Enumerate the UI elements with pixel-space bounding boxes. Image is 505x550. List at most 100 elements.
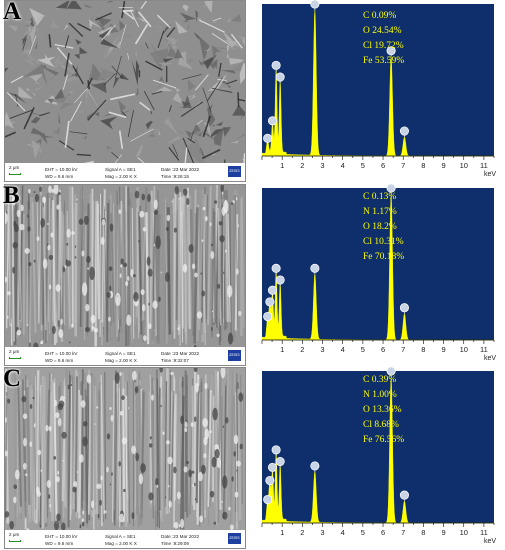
x-tick-label: 3 [320,528,324,537]
x-tick-label: 1 [280,161,284,170]
peak-marker [263,494,273,505]
x-tick-label: 2 [300,345,304,354]
peak-marker [399,490,409,500]
peak-marker [399,303,409,313]
x-tick-label: 8 [421,528,425,537]
peak-marker [263,311,273,322]
peak-marker [271,60,281,70]
x-tick-label: 4 [341,345,345,354]
x-tick-label: 4 [341,528,345,537]
sem-image-a [5,1,245,163]
peak-marker [271,263,281,273]
x-axis-unit: keV [484,171,496,178]
peak-marker [310,461,320,471]
x-tick-label: 5 [361,345,365,354]
peak-marker [386,367,396,376]
eht-readout: EHT = 10.00 kV [45,167,78,172]
peak-marker [265,297,275,307]
eht-readout: EHT = 10.00 kV [45,351,78,356]
eds-spectrum-a: 1 2 3 4 5 6 7 8 9 10 11 keV [258,0,502,182]
composition-item: Fe 70.18% [363,252,405,262]
x-axis-unit: keV [484,355,496,362]
scale-bar [9,173,21,175]
x-tick-label: 6 [381,528,385,537]
x-tick-label: 2 [300,528,304,537]
x-tick-label: 4 [341,161,345,170]
x-axis-unit: keV [484,538,496,545]
x-tick-label: 7 [401,345,405,354]
panel-label-c: C [3,365,22,392]
date-readout: Date :23 Mar 2022 [161,534,200,539]
signal-readout: Signal A = SE1 [105,167,136,172]
composition-item: O 24.54% [363,26,402,36]
x-tick-label: 7 [401,528,405,537]
zeiss-logo: ZEISS [228,350,241,361]
x-tick-label: 8 [421,345,425,354]
scale-bar-label: 2 μm [9,349,20,354]
eht-readout: EHT = 10.00 kV [45,534,78,539]
peak-marker [310,0,320,9]
x-tick-label: 5 [361,528,365,537]
composition-item: Cl 19.72% [363,41,404,51]
wd-readout: WD = 9.6 mm [45,541,74,546]
peak-marker [265,475,275,486]
time-readout: Time :9:32:07 [161,358,189,363]
sem-image-b [5,185,245,347]
composition-list-c: C 0.39% N 1.00% O 13.36% Cl 8.68% Fe 76.… [363,373,404,448]
scale-bar [9,357,21,359]
x-tick-label: 1 [280,528,284,537]
sem-info-bar-c: 2 μm EHT = 10.00 kV WD = 9.6 mm Signal A… [5,530,245,548]
x-tick-label: 11 [480,528,488,537]
panel-label-b: B [3,182,20,209]
signal-readout: Signal A = SE1 [105,534,136,539]
x-tick-label: 6 [381,345,385,354]
wd-readout: WD = 9.6 mm [45,174,74,179]
signal-readout: Signal A = SE1 [105,351,136,356]
spectrum-plot-area [262,371,494,523]
composition-item: C 0.39% [363,375,397,385]
sem-image-c [5,368,245,530]
x-tick-label: 9 [441,528,445,537]
composition-item: Fe 76.56% [363,435,405,445]
panel-label-a: A [3,0,22,25]
time-readout: Time :9:29:09 [161,541,189,546]
peak-marker [310,263,320,273]
composition-item: C 0.13% [363,192,397,202]
eds-spectrum-b: 1 2 3 4 5 6 7 8 9 10 11 keV [258,184,502,366]
composition-list-b: C 0.13% N 1.17% O 18.2% Cl 10.31% Fe 70.… [363,190,404,265]
date-readout: Date :23 Mar 2022 [161,351,200,356]
peak-marker [386,184,396,193]
x-tick-label: 10 [460,161,468,170]
time-readout: Time :9:26:15 [161,174,189,179]
zeiss-logo: ZEISS [228,166,241,177]
mag-readout: Mag = 2.00 K X [105,541,137,546]
peak-marker [267,285,278,295]
date-readout: Date :23 Mar 2022 [161,167,200,172]
peak-marker [275,275,285,285]
sem-info-bar-a: 2 μm EHT = 10.00 kV WD = 9.6 mm Signal A… [5,163,245,181]
composition-item: Fe 53.59% [363,56,405,66]
composition-item: N 1.00% [363,390,397,400]
peak-marker [386,46,396,56]
x-tick-label: 9 [441,345,445,354]
composition-item: Cl 10.31% [363,237,404,247]
panel-c: 2 μm EHT = 10.00 kV WD = 9.6 mm Signal A… [0,365,505,549]
x-tick-label: 3 [320,345,324,354]
peak-marker [263,133,273,143]
sem-micrograph-b: 2 μm EHT = 10.00 kV WD = 9.6 mm Signal A… [4,184,246,366]
composition-item: O 18.2% [363,222,397,232]
peak-marker [399,126,409,136]
sem-info-bar-b: 2 μm EHT = 10.00 kV WD = 9.6 mm Signal A… [5,347,245,365]
mag-readout: Mag = 2.00 K X [105,358,137,363]
peak-marker [271,445,281,455]
composition-list-a: C 0.09% O 24.54% Cl 19.72% Fe 53.59% [363,9,404,69]
eds-spectrum-c: 1 2 3 4 5 6 7 8 9 10 11 keV [258,367,502,549]
sem-micrograph-c: 2 μm EHT = 10.00 kV WD = 9.6 mm Signal A… [4,367,246,549]
x-tick-label: 6 [381,161,385,170]
spectrum-plot-area [262,188,494,340]
x-tick-label: 9 [441,161,445,170]
x-tick-label: 11 [480,345,488,354]
x-tick-label: 3 [320,161,324,170]
wd-readout: WD = 9.6 mm [45,358,74,363]
panel-b: 2 μm EHT = 10.00 kV WD = 9.6 mm Signal A… [0,182,505,366]
